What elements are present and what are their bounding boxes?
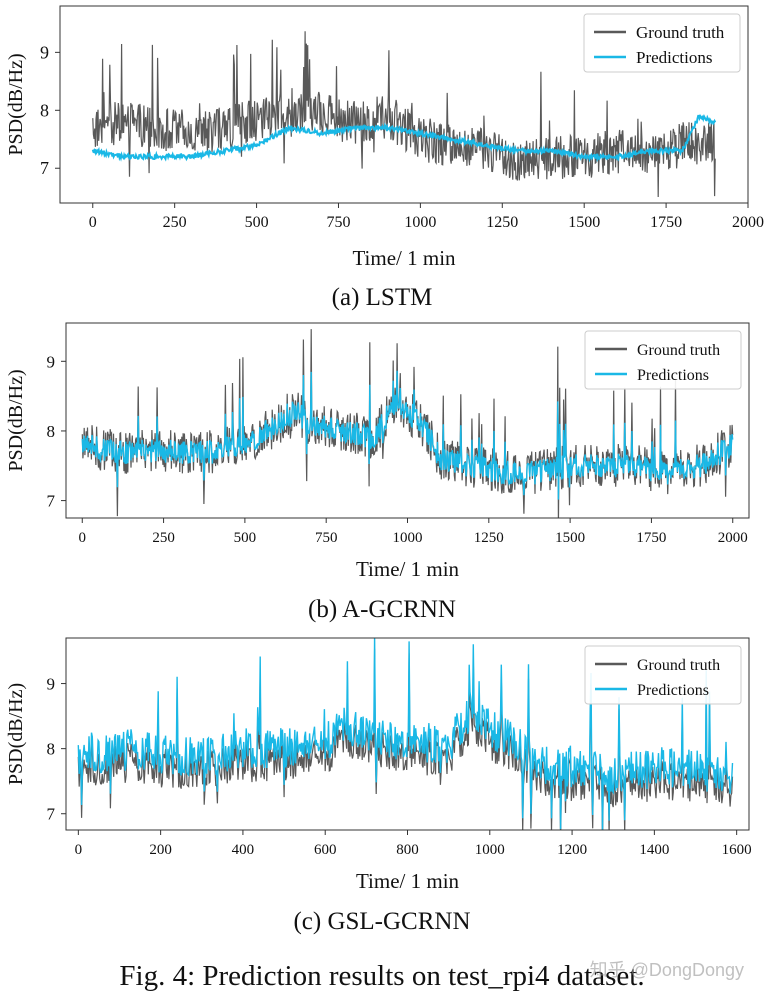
y-tick-label: 7: [40, 158, 49, 178]
x-tick-label: 500: [234, 530, 257, 546]
x-tick-label: 600: [314, 842, 337, 858]
x-tick-label: 1750: [636, 530, 666, 546]
plot-area: [91, 31, 717, 198]
y-tick-label: 9: [47, 675, 56, 694]
axes-frame: [65, 637, 750, 831]
x-tick-label: 400: [232, 842, 255, 858]
series-line-ground-truth: [92, 31, 716, 198]
x-tick-label: 1250: [486, 214, 518, 231]
chart-agcrnn: 0 250 500 750 1000 1250 1500 1750 2000 7 8 9 Ground …: [5, 322, 750, 581]
x-tick-label: 1750: [650, 214, 682, 231]
x-tick-label: 1400: [639, 842, 669, 858]
watermark: 知乎 @DongDongy: [589, 960, 744, 980]
x-tick-label: 2000: [718, 530, 748, 546]
panel-gslgcrnn: 0 200 400 600 800 1000 1200 1400 1600 7 8 9 Ground t…: [0, 630, 764, 905]
chart-lstm: 0 250 500 750 1000 1250 1500 1750 2000 7 8 9 Ground …: [5, 5, 764, 270]
legend-label: Predictions: [637, 682, 709, 699]
x-tick-label: 1600: [722, 842, 752, 858]
y-tick-label: 9: [47, 352, 56, 371]
panel-agcrnn: 0 250 500 750 1000 1250 1500 1750 2000 7 8 9 Ground …: [0, 318, 764, 588]
x-tick-label: 250: [152, 530, 175, 546]
axes-frame: [59, 5, 749, 204]
x-tick-label: 1000: [475, 842, 505, 858]
series-line-predictions: [91, 113, 717, 163]
x-tick-label: 1500: [555, 530, 585, 546]
axes-frame: [65, 322, 750, 519]
y-tick-label: 8: [47, 422, 56, 441]
x-tick-label: 800: [396, 842, 419, 858]
legend-label: Predictions: [636, 48, 713, 67]
x-tick-label: 200: [149, 842, 172, 858]
series-line-predictions: [81, 370, 734, 500]
x-tick-label: 500: [245, 214, 269, 231]
y-tick-label: 8: [40, 100, 49, 120]
legend-label: Ground truth: [637, 342, 720, 359]
series-line-predictions: [77, 638, 734, 830]
x-tick-label: 1500: [568, 214, 600, 231]
x-tick-label: 750: [315, 530, 338, 546]
y-axis-label: PSD(dB/Hz): [5, 683, 27, 785]
x-tick-label: 0: [75, 842, 83, 858]
legend-label: Ground truth: [637, 657, 720, 674]
x-tick-label: 1000: [393, 530, 423, 546]
legend-label: Predictions: [637, 367, 709, 384]
x-axis-label: Time/ 1 min: [356, 869, 460, 893]
y-tick-label: 7: [47, 805, 56, 824]
legend-label: Ground truth: [636, 23, 725, 42]
x-tick-label: 2000: [732, 214, 764, 231]
y-axis-label: PSD(dB/Hz): [5, 53, 27, 155]
x-tick-label: 0: [79, 530, 87, 546]
subcaption-agcrnn: (b) A-GCRNN: [308, 596, 456, 623]
x-tick-label: 1000: [404, 214, 436, 231]
subcaption-gslgcrnn: (c) GSL-GCRNN: [293, 908, 471, 935]
x-tick-label: 0: [89, 214, 97, 231]
x-tick-label: 1250: [474, 530, 504, 546]
x-tick-label: 750: [326, 214, 350, 231]
y-tick-label: 9: [40, 42, 49, 62]
subcaption-lstm: (a) LSTM: [331, 284, 433, 311]
panel-lstm: 0 250 500 750 1000 1250 1500 1750 2000 7 8 9 Ground …: [0, 0, 764, 275]
plot-area: [77, 638, 734, 830]
y-axis-label: PSD(dB/Hz): [5, 369, 27, 471]
figure-caption: Fig. 4: Prediction results on test_rpi4 …: [119, 960, 645, 992]
plot-area: [81, 329, 734, 518]
x-axis-label: Time/ 1 min: [356, 557, 460, 581]
x-axis-label: Time/ 1 min: [352, 246, 456, 270]
chart-gslgcrnn: 0 200 400 600 800 1000 1200 1400 1600 7 8 9 Ground t…: [5, 637, 752, 893]
x-tick-label: 250: [163, 214, 187, 231]
y-tick-label: 7: [47, 492, 56, 511]
x-tick-label: 1200: [557, 842, 587, 858]
y-tick-label: 8: [47, 740, 56, 759]
